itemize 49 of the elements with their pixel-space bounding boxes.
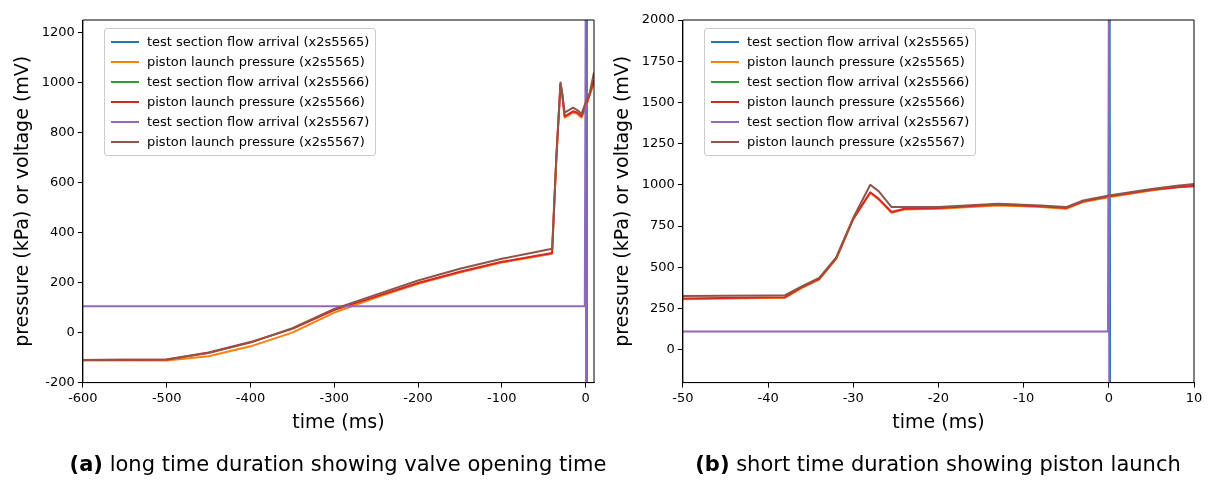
legend-label: piston launch pressure (x2s5566) [747, 93, 965, 111]
y-tick-label: -200 [45, 373, 75, 389]
y-tick-label: 800 [50, 123, 75, 139]
y-tick-label: 1000 [41, 73, 75, 89]
legend-label: test section flow arrival (x2s5567) [147, 113, 370, 131]
y-tick-label: 1200 [41, 23, 75, 39]
y-tick-label: 1750 [641, 52, 675, 68]
x-axis-title: time (ms) [892, 409, 985, 432]
x-tick-label: 0 [581, 389, 590, 405]
legend-label: piston launch pressure (x2s5565) [147, 53, 365, 71]
x-tick-label: -600 [68, 389, 98, 405]
legend-label: test section flow arrival (x2s5567) [747, 113, 970, 131]
legend-label: test section flow arrival (x2s5566) [747, 73, 970, 91]
y-tick-label: 200 [50, 273, 75, 289]
x-tick-label: -100 [487, 389, 517, 405]
x-tick-label: -300 [319, 389, 350, 405]
x-tick-label: -400 [235, 389, 266, 405]
legend-label: test section flow arrival (x2s5566) [147, 73, 370, 91]
x-tick-label: -30 [842, 389, 864, 405]
y-tick-label: 0 [66, 323, 75, 339]
text: (b) short time duration showing piston launch [694, 452, 1182, 476]
y-tick-label: 0 [666, 341, 675, 357]
y-tick-label: 1250 [641, 134, 675, 150]
x-tick-label: -200 [403, 389, 433, 405]
text: (a) long time duration showing valve opening time [68, 452, 608, 476]
y-tick-label: 600 [50, 173, 75, 189]
x-tick-label: -10 [1013, 389, 1035, 405]
x-axis-title: time (ms) [292, 409, 385, 432]
y-tick-label: 1000 [641, 176, 675, 192]
x-tick-label: -40 [757, 389, 779, 405]
y-tick-label: 500 [650, 258, 675, 274]
legend-label: piston launch pressure (x2s5566) [147, 93, 365, 111]
legend-label: piston launch pressure (x2s5567) [747, 133, 965, 151]
x-tick-label: 10 [1185, 389, 1203, 405]
x-tick-label: -50 [672, 389, 694, 405]
y-tick-label: 2000 [641, 11, 675, 27]
y-tick-label: 750 [650, 217, 675, 233]
y-axis-title: pressure (kPa) or voltage (mV) [10, 55, 33, 347]
legend-label: test section flow arrival (x2s5565) [147, 33, 370, 51]
legend-label: test section flow arrival (x2s5565) [747, 33, 970, 51]
y-tick-label: 400 [50, 223, 75, 239]
y-tick-label: 250 [650, 299, 675, 315]
legend-label: piston launch pressure (x2s5567) [147, 133, 365, 151]
x-tick-label: -500 [151, 389, 182, 405]
y-tick-label: 1500 [641, 93, 675, 109]
y-axis-title: pressure (kPa) or voltage (mV) [610, 55, 633, 347]
x-tick-label: -20 [927, 389, 950, 405]
legend-label: piston launch pressure (x2s5565) [747, 53, 965, 71]
x-tick-label: 0 [1104, 389, 1113, 405]
